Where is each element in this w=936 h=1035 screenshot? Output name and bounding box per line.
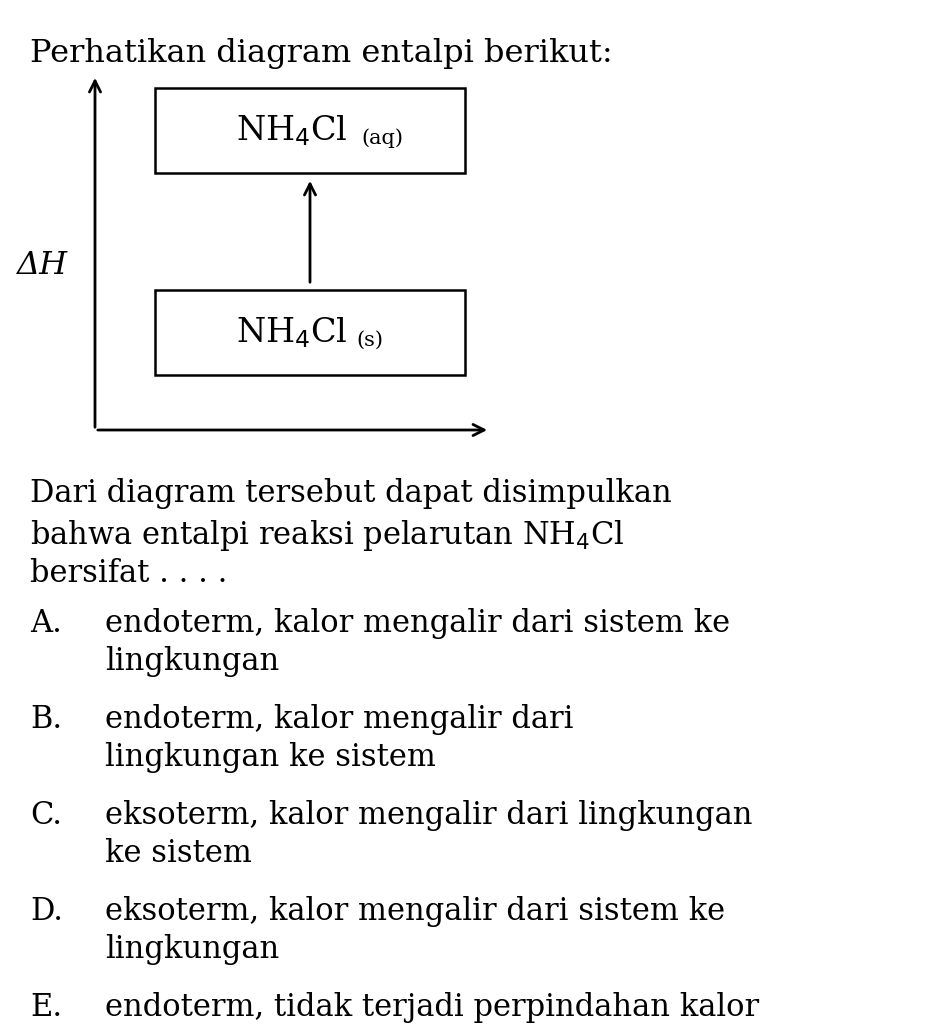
Text: (s): (s) [356, 331, 383, 350]
Text: C.: C. [30, 800, 62, 831]
Text: bahwa entalpi reaksi pelarutan NH$_4$Cl: bahwa entalpi reaksi pelarutan NH$_4$Cl [30, 518, 623, 553]
Bar [154, 88, 464, 173]
Text: endoterm, tidak terjadi perpindahan kalor: endoterm, tidak terjadi perpindahan kalo… [105, 992, 758, 1023]
Text: lingkungan ke sistem: lingkungan ke sistem [105, 742, 435, 773]
Text: lingkungan: lingkungan [105, 934, 279, 965]
Text: endoterm, kalor mengalir dari sistem ke: endoterm, kalor mengalir dari sistem ke [105, 608, 729, 639]
Text: A.: A. [30, 608, 62, 639]
Bar [154, 290, 464, 375]
Text: eksoterm, kalor mengalir dari sistem ke: eksoterm, kalor mengalir dari sistem ke [105, 896, 724, 927]
Text: endoterm, kalor mengalir dari: endoterm, kalor mengalir dari [105, 704, 573, 735]
Text: D.: D. [30, 896, 63, 927]
Text: Dari diagram tersebut dapat disimpulkan: Dari diagram tersebut dapat disimpulkan [30, 478, 671, 509]
Text: Perhatikan diagram entalpi berikut:: Perhatikan diagram entalpi berikut: [30, 38, 612, 69]
Text: eksoterm, kalor mengalir dari lingkungan: eksoterm, kalor mengalir dari lingkungan [105, 800, 752, 831]
Text: NH$_4$Cl: NH$_4$Cl [236, 113, 347, 148]
Text: lingkungan: lingkungan [105, 646, 279, 677]
Text: NH$_4$Cl: NH$_4$Cl [236, 315, 347, 350]
Text: bersifat . . . .: bersifat . . . . [30, 558, 227, 589]
Text: E.: E. [30, 992, 62, 1023]
Text: (aq): (aq) [360, 128, 402, 148]
Text: ke sistem: ke sistem [105, 838, 252, 869]
Text: ΔH: ΔH [17, 249, 67, 280]
Text: B.: B. [30, 704, 62, 735]
